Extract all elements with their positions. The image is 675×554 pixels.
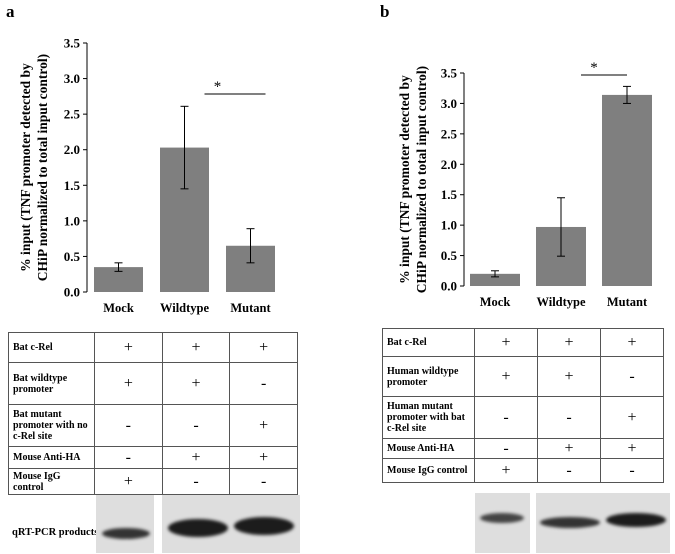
x-tick-label: Wildtype bbox=[160, 301, 210, 315]
sign-cell: + bbox=[600, 438, 664, 459]
row-label: Human mutant promoter with bat c-Rel sit… bbox=[382, 396, 475, 439]
table-row: Mouse Anti-HA - + + bbox=[382, 438, 664, 459]
row-label: Bat c-Rel bbox=[8, 332, 95, 363]
sign-cell: - bbox=[474, 396, 538, 439]
chart-b: 0.0 0.5 1.0 1.5 2.0 2.5 3.0 3.5 % input (TNF pro… bbox=[397, 60, 652, 309]
y-tick-label: 0.0 bbox=[64, 285, 80, 300]
significance-star: * bbox=[590, 60, 598, 76]
pcr-band bbox=[606, 513, 666, 527]
sign-cell: + bbox=[474, 458, 538, 483]
table-row: Bat c-Rel + + + bbox=[8, 332, 298, 363]
y-tick-label: 2.0 bbox=[64, 142, 80, 157]
table-row: Mouse IgG control + - - bbox=[382, 458, 664, 483]
sign-cell: - bbox=[537, 458, 601, 483]
x-tick-label: Wildtype bbox=[536, 295, 586, 309]
y-tick-label: 0.0 bbox=[441, 279, 457, 294]
sign-cell: - bbox=[161, 404, 231, 447]
sign-cell: + bbox=[94, 362, 163, 405]
sign-cell: + bbox=[161, 446, 231, 469]
row-label: Mouse IgG control bbox=[382, 458, 475, 483]
pcr-band bbox=[480, 513, 524, 523]
table-row: Mouse IgG control + - - bbox=[8, 468, 298, 495]
sign-cell: + bbox=[600, 328, 664, 357]
significance-star: * bbox=[214, 79, 222, 95]
sign-cell: + bbox=[94, 468, 163, 495]
row-label: Bat c-Rel bbox=[382, 328, 475, 357]
y-tick-label: 1.0 bbox=[441, 218, 457, 233]
sign-cell: - bbox=[474, 438, 538, 459]
sign-cell: + bbox=[600, 396, 664, 439]
y-tick-label: 2.5 bbox=[64, 107, 81, 122]
x-tick-label: Mock bbox=[480, 295, 511, 309]
table-row: Bat wildtype promoter + + - bbox=[8, 362, 298, 405]
table-row: Bat mutant promoter with no c-Rel site -… bbox=[8, 404, 298, 447]
gel-lane-mock-b bbox=[475, 493, 530, 553]
x-tick-label: Mutant bbox=[607, 295, 648, 309]
row-label: Mouse Anti-HA bbox=[382, 438, 475, 459]
y-tick-label: 2.0 bbox=[441, 157, 457, 172]
bar-mock bbox=[470, 273, 520, 286]
sign-cell: - bbox=[94, 404, 163, 447]
panel-b-letter: b bbox=[380, 2, 390, 21]
y-tick-label: 2.5 bbox=[441, 126, 458, 141]
y-tick-label: 0.5 bbox=[441, 248, 458, 263]
bar-mutant bbox=[602, 94, 652, 286]
row-label: Human wildtype promoter bbox=[382, 356, 475, 397]
y-axis-label: CHiP normalized to total input control) bbox=[414, 66, 429, 293]
sign-cell: - bbox=[94, 446, 163, 469]
sign-cell: - bbox=[537, 396, 601, 439]
y-tick-label: 3.5 bbox=[441, 66, 458, 81]
y-tick-label: 0.5 bbox=[64, 249, 81, 264]
pcr-band bbox=[168, 519, 228, 537]
sign-cell: + bbox=[537, 328, 601, 357]
pcr-band bbox=[102, 528, 150, 539]
row-label: Mouse IgG control bbox=[8, 468, 95, 495]
y-tick-label: 3.5 bbox=[64, 36, 81, 51]
y-axis-label: CHiP normalized to total input control) bbox=[35, 54, 50, 281]
pcr-band bbox=[540, 517, 600, 528]
sign-cell: + bbox=[229, 404, 298, 447]
sign-cell: + bbox=[537, 438, 601, 459]
sign-cell: + bbox=[474, 356, 538, 397]
sign-cell: + bbox=[229, 332, 298, 363]
sign-cell: - bbox=[161, 468, 231, 495]
table-row: Mouse Anti-HA - + + bbox=[8, 446, 298, 469]
table-row: Human mutant promoter with bat c-Rel sit… bbox=[382, 396, 664, 439]
y-tick-label: 1.5 bbox=[441, 187, 458, 202]
gel-label: qRT-PCR products bbox=[12, 527, 99, 538]
conditions-table-b: Bat c-Rel + + + Human wildtype promoter … bbox=[382, 328, 664, 483]
table-row: Bat c-Rel + + + bbox=[382, 328, 664, 357]
gel-lanes-b bbox=[536, 493, 670, 553]
sign-cell: + bbox=[161, 332, 231, 363]
table-row: Human wildtype promoter + + - bbox=[382, 356, 664, 397]
conditions-table-a: Bat c-Rel + + + Bat wildtype promoter + … bbox=[8, 332, 298, 495]
x-tick-label: Mutant bbox=[230, 301, 271, 315]
sign-cell: + bbox=[229, 446, 298, 469]
y-tick-label: 3.0 bbox=[441, 96, 457, 111]
y-axis-label: % input (TNF promoter detected by bbox=[18, 63, 33, 272]
sign-cell: - bbox=[229, 362, 298, 405]
row-label: Bat wildtype promoter bbox=[8, 362, 95, 405]
y-tick-label: 1.0 bbox=[64, 213, 80, 228]
pcr-band bbox=[234, 517, 294, 535]
sign-cell: - bbox=[600, 458, 664, 483]
sign-cell: - bbox=[229, 468, 298, 495]
sign-cell: - bbox=[600, 356, 664, 397]
x-tick-label: Mock bbox=[103, 301, 134, 315]
sign-cell: + bbox=[474, 328, 538, 357]
sign-cell: + bbox=[161, 362, 231, 405]
chart-a: 0.0 0.5 1.0 1.5 2.0 2.5 3.0 3.5 % input (TNF pro… bbox=[18, 36, 275, 315]
row-label: Bat mutant promoter with no c-Rel site bbox=[8, 404, 95, 447]
row-label: Mouse Anti-HA bbox=[8, 446, 95, 469]
y-tick-label: 3.0 bbox=[64, 71, 80, 86]
panel-a-letter: a bbox=[6, 2, 15, 21]
gel-lane-mock-a bbox=[96, 495, 154, 553]
sign-cell: + bbox=[537, 356, 601, 397]
y-axis-label: % input (TNF promoter detected by bbox=[397, 75, 412, 284]
y-tick-label: 1.5 bbox=[64, 178, 81, 193]
gel-lanes-a bbox=[162, 495, 300, 553]
sign-cell: + bbox=[94, 332, 163, 363]
